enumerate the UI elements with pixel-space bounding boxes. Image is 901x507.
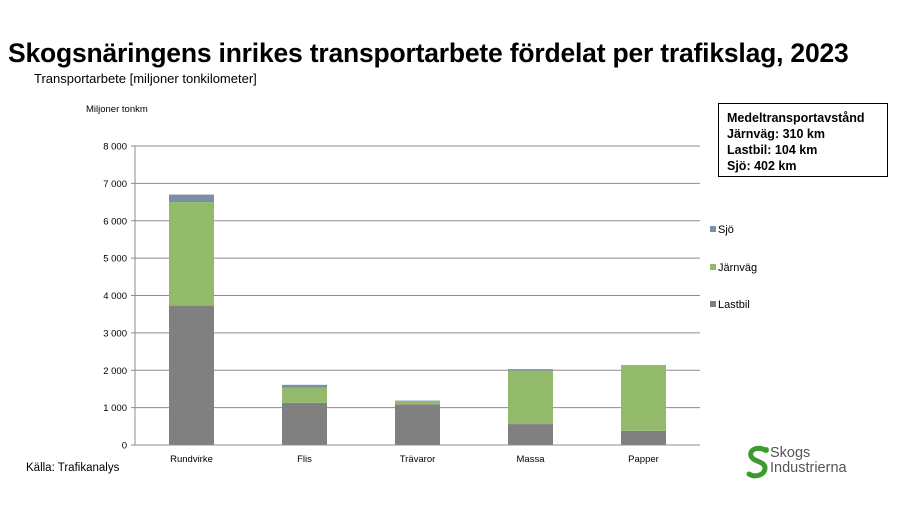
y-tick-label: 7 000 (103, 179, 127, 190)
bar-segment-lastbil (169, 305, 214, 445)
legend-label: Sjö (718, 224, 734, 236)
bar-segment-lastbil (282, 402, 327, 445)
x-tick-label: Massa (517, 454, 546, 465)
s-swirl-logo-icon (746, 445, 769, 479)
y-tick-label: 0 (122, 441, 127, 452)
bar-segment-sjö (508, 369, 553, 371)
legend-swatch (710, 301, 716, 307)
y-tick-label: 5 000 (103, 254, 127, 265)
bar-segment-lastbil (621, 430, 666, 445)
legend-label: Lastbil (718, 299, 750, 311)
y-axis-label: Miljoner tonkm (86, 104, 148, 115)
y-tick-label: 2 000 (103, 366, 127, 377)
legend-swatch (710, 264, 716, 270)
bar-segment-sjö (169, 194, 214, 203)
average-distance-box: Medeltransportavstånd Järnväg: 310 km La… (718, 103, 888, 177)
y-tick-label: 3 000 (103, 328, 127, 339)
infobox-heading: Medeltransportavstånd (727, 111, 865, 125)
skogsindustrierna-logo: Skogs Industrierna (745, 444, 875, 484)
y-tick-label: 8 000 (103, 142, 127, 153)
y-tick-label: 6 000 (103, 216, 127, 227)
logo-text-line1: Skogs (770, 445, 811, 461)
chart-title: Skogsnäringens inrikes transportarbete f… (8, 38, 849, 68)
y-tick-label: 1 000 (103, 403, 127, 414)
source-note: Källa: Trafikanalys (26, 462, 120, 474)
legend-label: Järnväg (718, 262, 757, 274)
bar-segment-lastbil (508, 424, 553, 445)
bar-segment-järnväg (508, 370, 553, 425)
bar-segment-lastbil (395, 404, 440, 445)
infobox-line: Lastbil: 104 km (727, 143, 818, 157)
bar-segment-järnväg (621, 365, 666, 431)
infobox-line: Järnväg: 310 km (727, 127, 825, 141)
x-tick-label: Trävaror (400, 454, 436, 465)
infobox-line: Sjö: 402 km (727, 159, 797, 173)
y-tick-label: 4 000 (103, 291, 127, 302)
bar-segment-sjö (282, 384, 327, 388)
bar-segment-järnväg (169, 202, 214, 306)
x-tick-label: Papper (628, 454, 659, 465)
logo-text-line2: Industrierna (770, 460, 847, 476)
bar-segment-järnväg (395, 400, 440, 405)
bar-segment-järnväg (282, 387, 327, 403)
x-tick-label: Rundvirke (170, 454, 213, 465)
legend-swatch (710, 226, 716, 232)
chart-subtitle: Transportarbete [miljoner tonkilometer] (34, 71, 257, 86)
x-tick-label: Flis (297, 454, 312, 465)
